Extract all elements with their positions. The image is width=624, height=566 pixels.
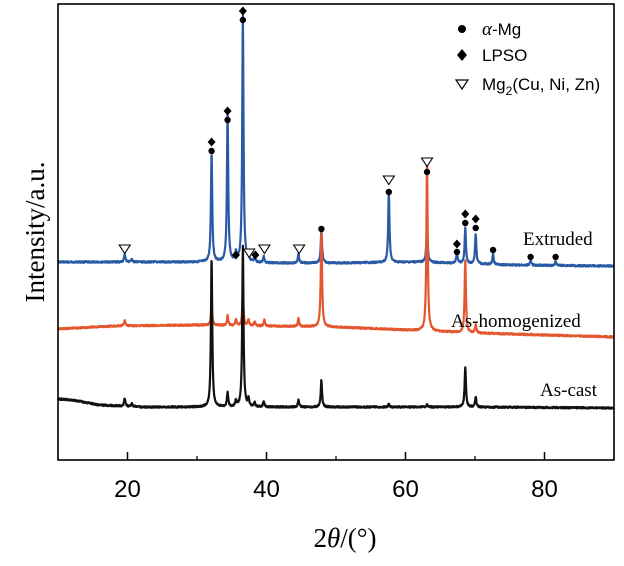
legend-mg2-suffix: (Cu, Ni, Zn) [512, 75, 600, 94]
x-tick-label: 60 [392, 476, 419, 503]
x-tick-label: 40 [253, 476, 280, 503]
annotation-diamond-marker [452, 239, 461, 249]
series-layer [56, 14, 616, 410]
annotation-circle-marker [318, 225, 325, 233]
annotation-circle-marker [385, 188, 393, 196]
annotation-circle-marker [453, 248, 461, 256]
annotation-circle-marker [224, 116, 231, 124]
annotation-circle-marker [423, 168, 431, 176]
x-axis-title-symbol: θ [327, 523, 340, 553]
annotation-triangle-marker [292, 244, 306, 255]
legend-mg2-subscript: 2 [506, 84, 513, 98]
y-axis-title: Intensity/a.u. [20, 162, 50, 303]
x-axis-title-suffix: /(°) [340, 523, 376, 553]
legend-alpha-mg-marker [458, 25, 466, 33]
series-line-as-homogenized [56, 164, 615, 339]
annotation-circle-marker [552, 253, 559, 261]
annotation-diamond-marker [238, 6, 247, 16]
legend-lpso-marker [457, 49, 467, 61]
legend-lpso-label: LPSO [482, 46, 527, 65]
series-line-extruded [57, 14, 616, 268]
annotation-circle-marker [472, 224, 479, 232]
legend: α-Mg LPSO Mg2(Cu, Ni, Zn) [454, 19, 600, 98]
series-label-as-cast: As-cast [540, 380, 598, 401]
x-axis-title: 2θ/(°) [313, 523, 376, 553]
annotation-triangle-marker [382, 175, 396, 186]
annotation-triangle-marker [242, 248, 256, 259]
series-line-as-cast [56, 244, 616, 410]
x-tick-label: 20 [114, 476, 141, 503]
x-axis-title-prefix: 2 [313, 523, 327, 553]
annotation-triangle-marker [118, 244, 132, 255]
series-label-extruded: Extruded [523, 229, 593, 250]
annotation-circle-marker [208, 147, 215, 155]
annotation-circle-marker [462, 219, 469, 227]
tick-layer: 20 40 60 80 [57, 452, 615, 503]
legend-mg2-marker [454, 79, 470, 91]
x-tick-label: 80 [531, 476, 558, 503]
annotation-triangle-marker [420, 157, 434, 168]
annotation-circle-marker [527, 253, 534, 261]
annotation-diamond-marker [251, 250, 260, 260]
annotation-circle-marker [489, 246, 497, 254]
annotation-circle-marker [239, 16, 247, 24]
legend-mg2-text: Mg [482, 75, 506, 94]
legend-mg2-label: Mg2(Cu, Ni, Zn) [482, 75, 600, 98]
legend-alpha-mg-label: α-Mg [482, 19, 521, 40]
annotation-diamond-marker [461, 209, 470, 219]
annotation-diamond-marker [231, 250, 240, 260]
legend-alpha-mg-text: -Mg [492, 20, 521, 39]
series-label-as-homogenized: As-homogenized [451, 311, 581, 332]
annotation-diamond-marker [207, 137, 216, 147]
annotation-triangle-marker [257, 244, 271, 255]
annotation-diamond-marker [471, 214, 480, 224]
annotation-layer [118, 6, 559, 261]
legend-alpha-symbol: α [482, 19, 493, 40]
annotation-diamond-marker [223, 106, 232, 116]
